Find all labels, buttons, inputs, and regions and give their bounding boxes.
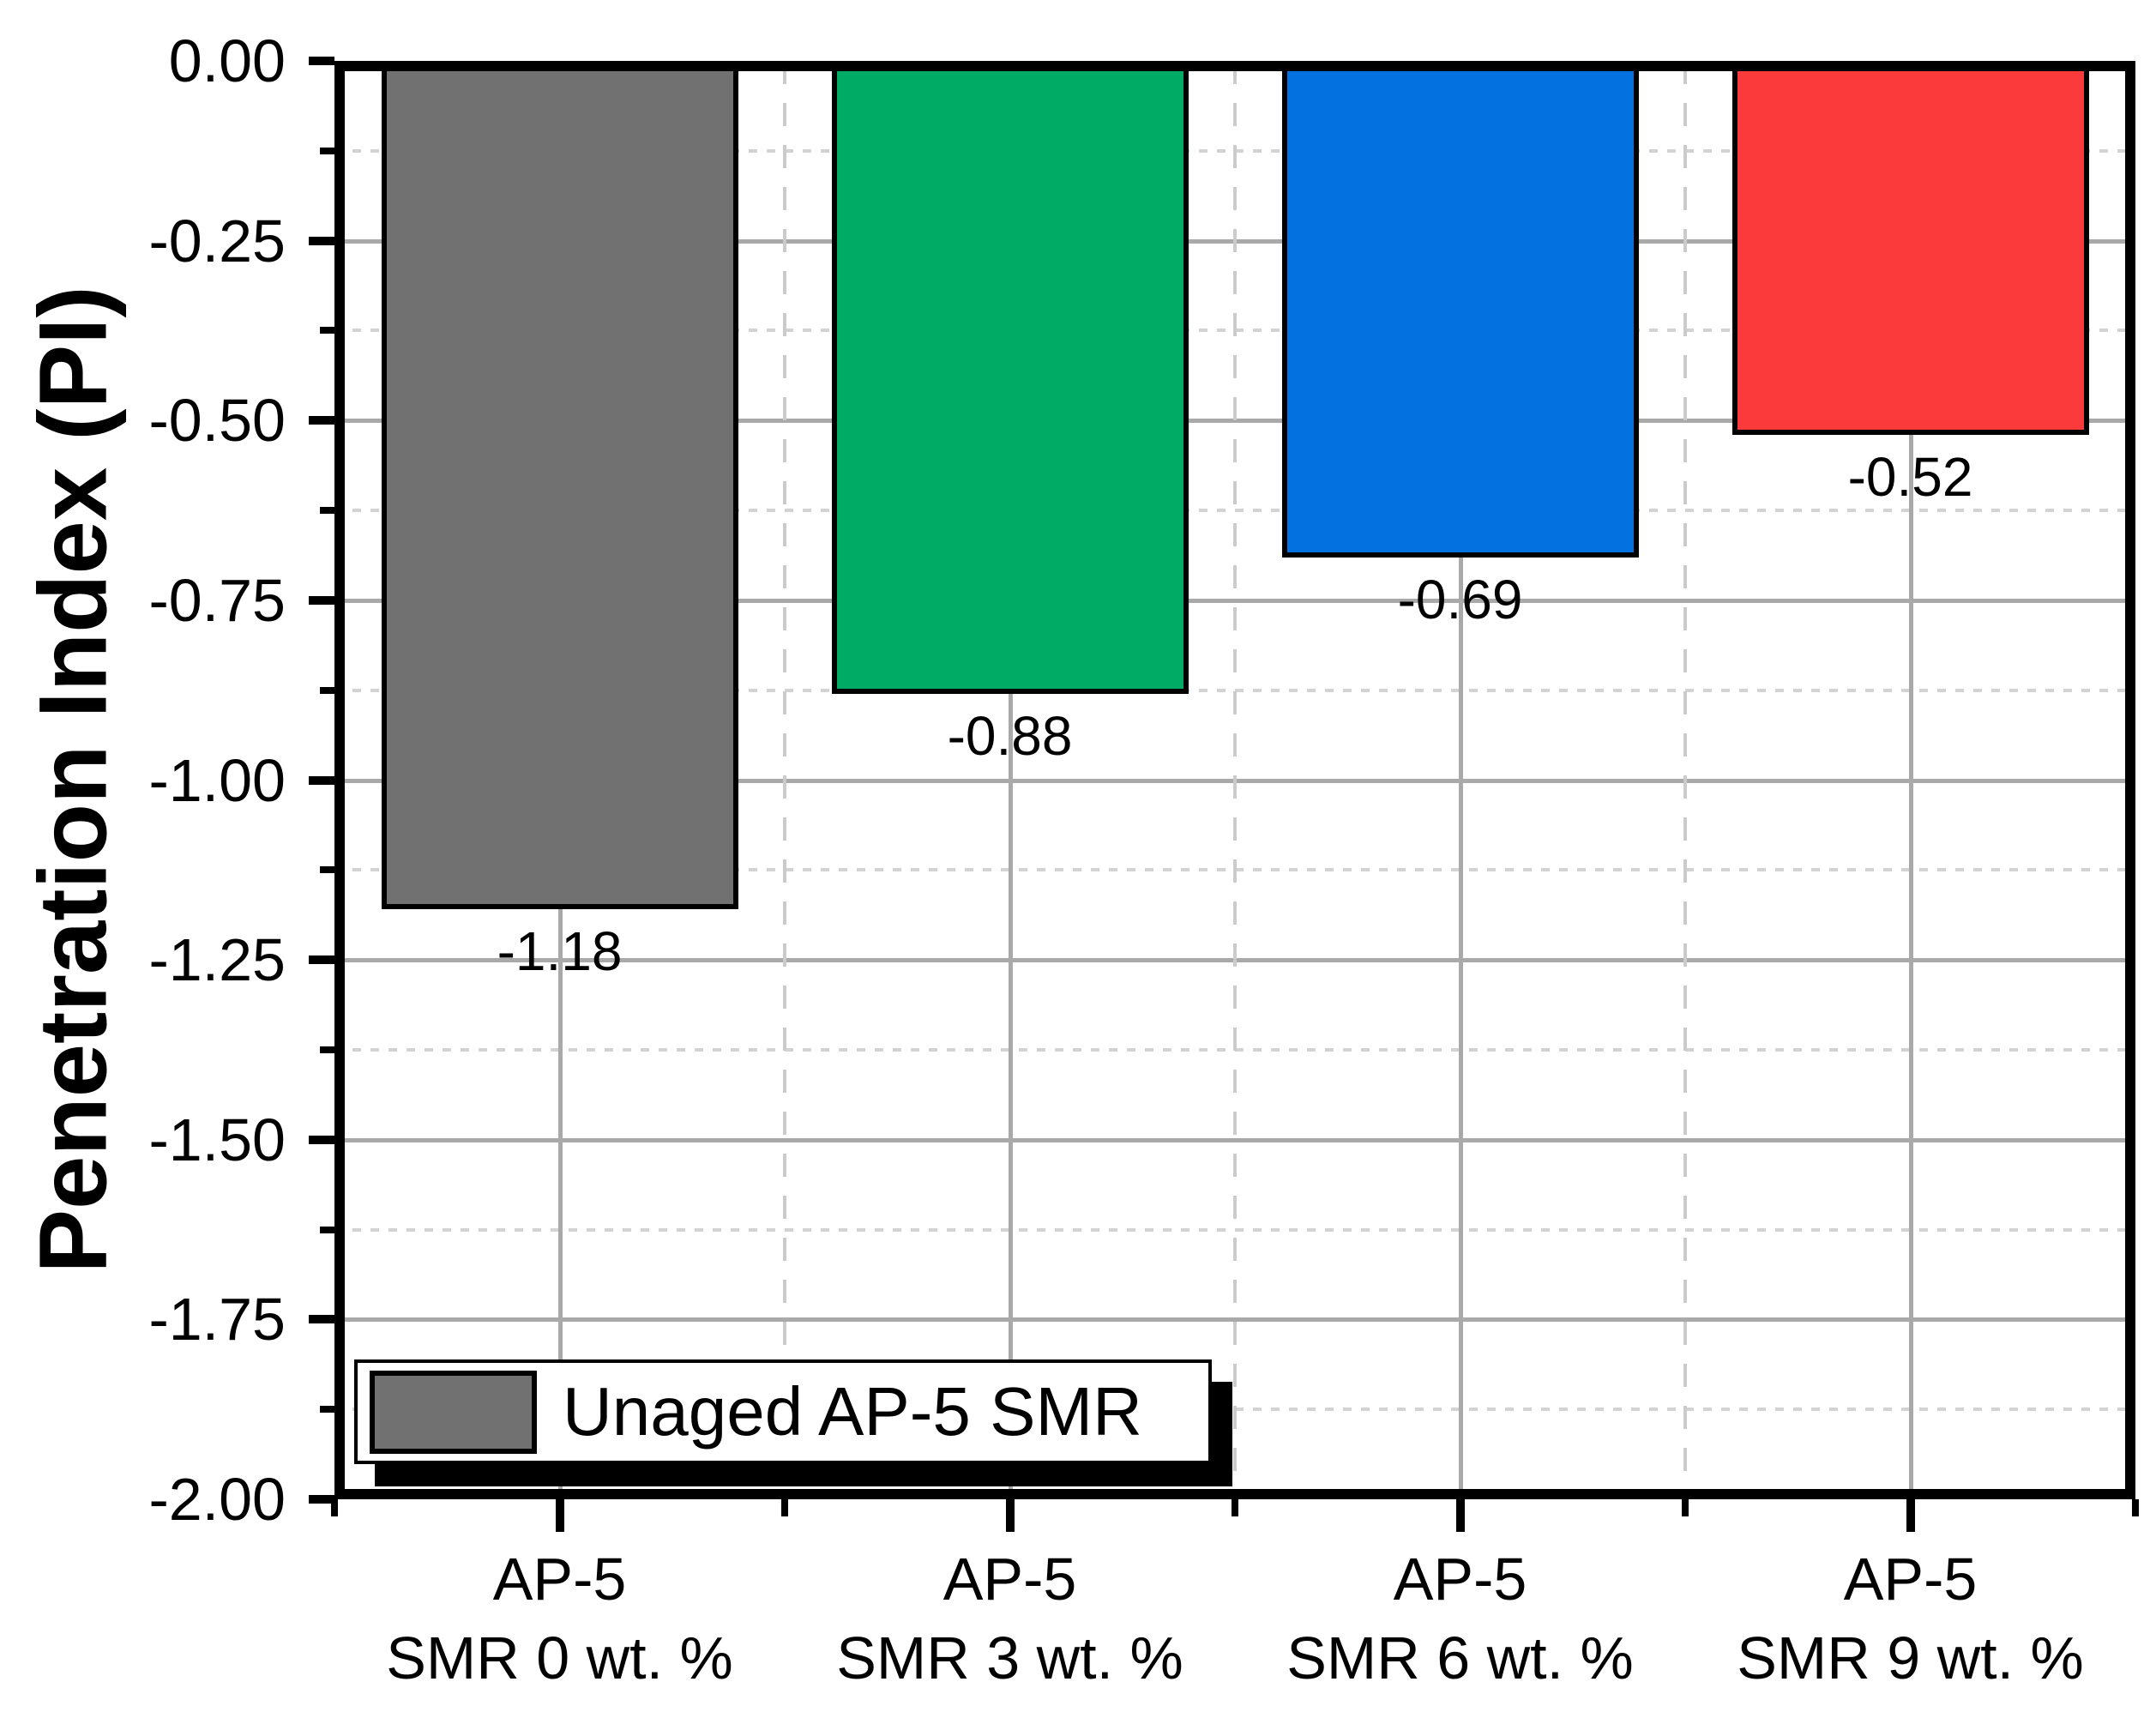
x-category-label-line1: AP-5 — [1843, 1546, 1978, 1613]
y-axis-major-tick — [309, 416, 334, 425]
x-category-label-line1: AP-5 — [942, 1546, 1077, 1613]
x-category-label: AP-5 SMR 6 wt. % — [1160, 1540, 1761, 1697]
x-category-label: AP-5 SMR 9 wt. % — [1611, 1540, 2156, 1697]
x-axis-major-tick — [1005, 1499, 1015, 1532]
y-tick-label: -1.75 — [148, 1286, 286, 1353]
y-axis-major-tick — [309, 57, 334, 65]
gridline-vertical-boundary — [783, 61, 786, 1499]
y-axis-major-tick — [309, 1495, 334, 1504]
gridline-vertical-boundary — [1233, 61, 1237, 1499]
bar-3wt — [831, 61, 1189, 694]
y-tick-label: -0.50 — [148, 387, 286, 455]
legend: Unaged AP-5 SMR — [354, 1359, 1212, 1464]
x-category-label-line2: SMR 6 wt. % — [1286, 1625, 1634, 1691]
y-axis-minor-tick — [320, 507, 334, 515]
x-category-label: AP-5 SMR 0 wt. % — [260, 1540, 860, 1697]
x-category-label-line2: SMR 9 wt. % — [1737, 1625, 2084, 1691]
x-axis-major-tick — [1906, 1499, 1915, 1532]
gridline-vertical-boundary — [1683, 61, 1687, 1499]
x-axis-minor-tick — [1232, 1499, 1238, 1516]
bar-6wt — [1281, 61, 1639, 558]
y-tick-label: -1.00 — [148, 746, 286, 814]
y-axis-major-tick — [309, 595, 334, 605]
x-axis-major-tick — [555, 1499, 564, 1532]
y-tick-label: 0.00 — [168, 27, 286, 94]
x-axis-minor-tick — [1682, 1499, 1689, 1516]
x-category-label: AP-5 SMR 3 wt. % — [710, 1540, 1310, 1697]
y-axis-minor-tick — [320, 1406, 334, 1414]
gridline-vertical-center — [1908, 61, 1913, 1499]
y-tick-label: -1.25 — [148, 926, 286, 994]
y-tick-label: -0.75 — [148, 566, 286, 634]
y-axis-minor-tick — [320, 327, 334, 335]
x-axis-minor-tick — [781, 1499, 788, 1516]
bar-value-label: -0.69 — [1397, 568, 1523, 630]
x-category-label-line1: AP-5 — [1393, 1546, 1527, 1613]
y-axis-major-tick — [309, 236, 334, 245]
x-category-label-line2: SMR 3 wt. % — [836, 1625, 1183, 1691]
y-axis-minor-tick — [320, 1046, 334, 1053]
plot-area: Unaged AP-5 SMR -1.18 -0.88 -0.69 -0.52 0.00… — [148, 31, 2139, 1532]
y-axis-major-tick — [309, 1315, 334, 1324]
y-axis-minor-tick — [320, 686, 334, 694]
bar-value-label: -1.18 — [497, 920, 623, 983]
y-axis-major-tick — [309, 955, 334, 965]
gridline-vertical-center — [1008, 61, 1013, 1499]
bar-value-label: -0.88 — [947, 704, 1073, 767]
x-axis-major-tick — [1455, 1499, 1465, 1532]
y-axis-minor-tick — [320, 147, 334, 154]
y-tick-label: -2.00 — [148, 1466, 286, 1533]
y-axis-minor-tick — [320, 1226, 334, 1233]
legend-swatch — [370, 1370, 537, 1454]
y-axis-major-tick — [309, 1135, 334, 1144]
x-category-label-line1: AP-5 — [492, 1546, 627, 1613]
x-axis-minor-tick — [2132, 1499, 2139, 1516]
bar-9wt — [1731, 61, 2089, 436]
y-axis-major-tick — [309, 775, 334, 785]
y-axis-minor-tick — [320, 866, 334, 874]
legend-label: Unaged AP-5 SMR — [563, 1373, 1142, 1450]
gridline-vertical-center — [1458, 61, 1463, 1499]
bar-value-label: -0.52 — [1847, 446, 1973, 509]
y-tick-label: -1.50 — [148, 1106, 286, 1173]
x-axis-minor-tick — [331, 1499, 338, 1516]
y-axis-title: Penetration Index (PI) — [19, 286, 127, 1274]
x-category-label-line2: SMR 0 wt. % — [386, 1625, 733, 1691]
bar-0wt — [381, 61, 738, 910]
y-tick-label: -0.25 — [148, 207, 286, 274]
